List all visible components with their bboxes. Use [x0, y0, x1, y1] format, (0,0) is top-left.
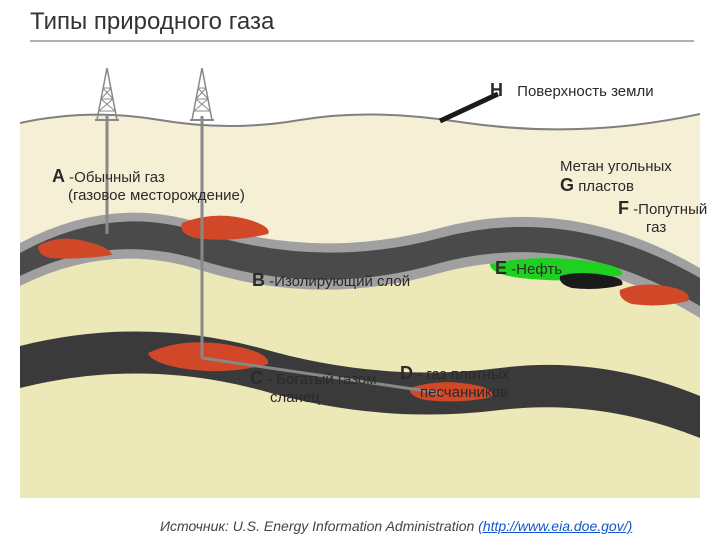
tower-2	[190, 66, 214, 122]
label-D: D - газ плотных песчанников	[400, 363, 509, 401]
label-A: A -Обычный газ (газовое месторождение)	[52, 166, 245, 204]
label-G: Метан угольных G пластов	[560, 158, 672, 196]
letter-F: F	[618, 198, 629, 219]
text-A2: (газовое месторождение)	[68, 187, 245, 204]
label-C: C - Богатый газом сланец	[250, 368, 377, 406]
text-F2: газ	[646, 219, 666, 236]
source-link[interactable]: (http://www.eia.doe.gov/)	[478, 518, 632, 534]
cross-section-diagram: H Поверхность земли A -Обычный газ (газо…	[20, 48, 700, 498]
text-G1: Метан угольных	[560, 158, 672, 175]
letter-A: A	[52, 166, 65, 187]
text-A1: -Обычный газ	[69, 169, 165, 186]
text-H: Поверхность земли	[517, 83, 653, 100]
title-text: Типы природного газа	[30, 8, 274, 35]
text-C2: сланец	[270, 389, 320, 406]
text-D2: песчанников	[420, 384, 508, 401]
source-prefix: Источник: U.S. Energy Information Admini…	[160, 518, 478, 534]
letter-G: G	[560, 175, 574, 196]
letter-B: B	[252, 270, 265, 291]
text-F1: -Попутный	[633, 201, 707, 218]
label-E: E -Нефть	[495, 258, 562, 279]
page-title: Типы природного газа	[30, 8, 694, 42]
tower-icon	[190, 66, 214, 122]
text-G2: пластов	[578, 178, 634, 195]
tower-icon	[95, 66, 119, 122]
text-C1: - Богатый газом	[267, 371, 376, 388]
label-H: H Поверхность земли	[490, 80, 654, 101]
letter-D: D	[400, 363, 413, 384]
letter-C: C	[250, 368, 263, 389]
text-D1: - газ плотных	[417, 366, 509, 383]
tower-1	[95, 66, 119, 122]
source-citation: Источник: U.S. Energy Information Admini…	[160, 518, 632, 534]
text-B: -Изолирующий слой	[269, 273, 410, 290]
text-E: -Нефть	[511, 261, 562, 278]
label-B: B -Изолирующий слой	[252, 270, 410, 291]
label-F: F -Попутный газ	[618, 198, 707, 236]
letter-H: H	[490, 80, 503, 101]
letter-E: E	[495, 258, 507, 279]
